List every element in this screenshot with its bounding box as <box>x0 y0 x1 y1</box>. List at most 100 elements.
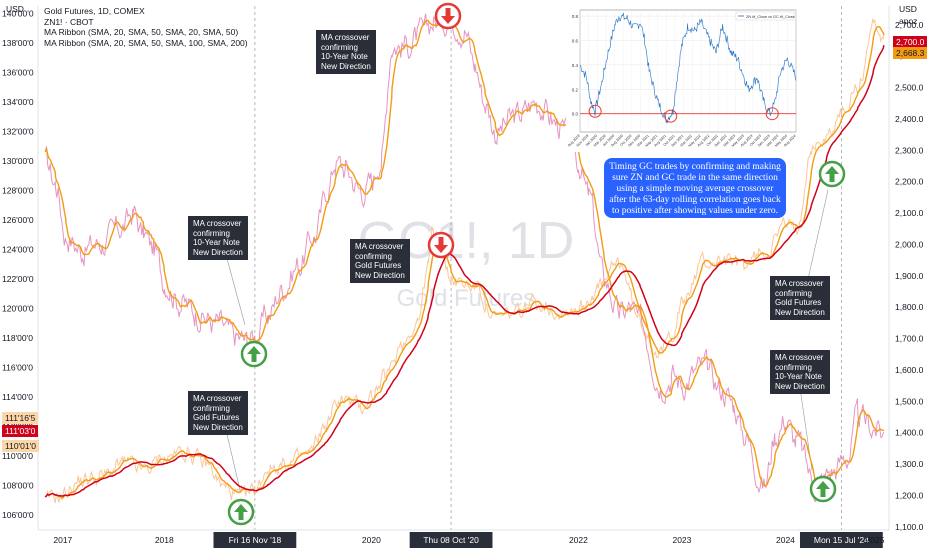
inset-y-tick: 0.4 <box>572 63 579 68</box>
left-tick-label: 136'00'0 <box>2 67 34 77</box>
inset-y-tick: 0.0 <box>572 112 579 117</box>
watermark-name: Gold Futures <box>397 285 536 312</box>
left-tick-label: 116'00'0 <box>2 363 33 373</box>
buy-arrow-icon-glyph <box>816 481 830 497</box>
x-tick-label: 2020 <box>362 535 381 545</box>
gc-last-tag: 2,668.3 <box>893 47 928 59</box>
inset-dip-circle <box>765 107 779 121</box>
inset-y-tick: 0.8 <box>572 14 579 19</box>
left-tick-label: 134'00'0 <box>2 97 34 107</box>
note-gc-2024: MA crossover confirming Gold Futures New… <box>770 276 830 320</box>
x-tick-label: 2023 <box>672 535 691 545</box>
right-tick-label: 1,600.0 <box>895 365 924 375</box>
left-tick-label: 126'00'0 <box>2 215 34 225</box>
inset-correlation-line <box>579 12 796 124</box>
left-tick-label: 130'00'0 <box>2 156 34 166</box>
right-tick-label: 1,200.0 <box>895 490 924 500</box>
left-currency: USD <box>6 4 24 14</box>
left-tick-label: 128'00'0 <box>2 186 34 196</box>
right-axis: 2,700.02,600.02,500.02,400.02,300.02,200… <box>888 6 924 532</box>
sell-arrow-icon <box>427 231 455 259</box>
sell-arrow-icon-glyph <box>434 237 448 253</box>
left-tick-label: 110'00'0 <box>2 451 33 461</box>
note-zn-2018: MA crossover confirming 10-Year Note New… <box>188 216 248 260</box>
x-highlight-label: Mon 15 Jul '24 <box>814 535 869 545</box>
gc-ma-orange <box>44 25 885 499</box>
note-leader-line <box>225 429 241 491</box>
right-tick-label: 2,300.0 <box>895 145 924 155</box>
right-tick-label: 2,200.0 <box>895 177 924 187</box>
legend-indicator-1[interactable]: MA Ribbon (SMA, 20, SMA, 50, SMA, 20, SM… <box>44 27 239 37</box>
gc-ma-red <box>44 45 885 498</box>
zn-price-line <box>44 6 885 503</box>
left-tick-label: 108'00'0 <box>2 481 34 491</box>
inset-dip-circle <box>588 104 602 118</box>
buy-arrow-icon-glyph <box>234 504 248 520</box>
x-highlight-label-bg <box>799 532 883 548</box>
zn-ma-tag: 111'03'0 <box>2 425 39 437</box>
note-leader-line <box>225 254 246 326</box>
legend-symbol-2[interactable]: ZN1! · CBOT <box>44 16 94 27</box>
zn-last-tag: 111'16'5 <box>2 412 39 424</box>
left-tick-label: 120'00'0 <box>2 304 34 314</box>
buy-arrow-icon-glyph <box>825 166 839 182</box>
x-highlight-label: Fri 16 Nov '18 <box>229 535 282 545</box>
x-highlight-label-bg <box>213 532 297 548</box>
note-zn-2024: MA crossover confirming 10-Year Note New… <box>770 350 830 394</box>
right-currency-sub: apoz <box>899 16 918 26</box>
right-tick-label: 1,900.0 <box>895 271 924 281</box>
x-tick-label: 2024 <box>776 535 795 545</box>
buy-arrow-icon <box>818 160 846 188</box>
description-box: Timing GC trades by confirming and makin… <box>604 158 786 218</box>
right-tick-label: 1,700.0 <box>895 334 924 344</box>
note-gc-2018: MA crossover confirming Gold Futures New… <box>188 391 248 435</box>
buy-arrow-icon <box>227 498 255 526</box>
gc-ma-tag: 2,700.0 <box>893 36 928 48</box>
legend-title[interactable]: Gold Futures, 1D, COMEX <box>44 6 145 16</box>
inset-legend-box <box>735 11 795 21</box>
right-tick-label: 1,500.0 <box>895 396 924 406</box>
x-axis: 2017 2018 Fri 16 Nov '18 2020 Thu 08 Oct '20… <box>38 529 889 548</box>
right-tick-label: 1,300.0 <box>895 459 924 469</box>
inset-y-tick: 0.2 <box>572 87 579 92</box>
right-tick-label: 2,100.0 <box>895 208 924 218</box>
markers <box>227 2 846 526</box>
left-tick-label: 138'00'0 <box>2 38 34 48</box>
note-gc-2020: MA crossover confirming Gold Futures New… <box>350 239 410 283</box>
buy-arrow-icon-glyph <box>247 346 261 362</box>
right-tick-label: 2,400.0 <box>895 114 924 124</box>
inset-legend-label: ZN #f_Close vs GC #f_Close <box>746 15 795 19</box>
left-tick-label: 140'00'0 <box>2 8 34 18</box>
x-tick-label: 2017 <box>53 535 72 545</box>
legend: Gold Futures, 1D, COMEX ZN1! · CBOT MA R… <box>44 6 248 48</box>
series-layer <box>44 6 885 504</box>
left-tick-label: 114'00'0 <box>2 392 33 402</box>
left-tick-label: 118'00'0 <box>2 333 33 343</box>
left-tick-label: 124'00'0 <box>2 245 34 255</box>
right-tick-label: 1,100.0 <box>895 522 924 532</box>
right-currency: USD <box>899 4 917 14</box>
x-highlight-label: Thu 08 Oct '20 <box>423 535 479 545</box>
x-tick-label: 2022 <box>569 535 588 545</box>
left-tick-label: 122'00'0 <box>2 274 34 284</box>
right-tick-label: 2,500.0 <box>895 83 924 93</box>
left-tick-label: 132'00'0 <box>2 126 34 136</box>
x-tick-label: 2025 <box>866 535 885 545</box>
left-tick-label: 106'00'0 <box>2 510 34 520</box>
x-tick-label: 2018 <box>155 535 174 545</box>
right-tick-label: 1,400.0 <box>895 428 924 438</box>
sell-arrow-icon <box>434 2 462 30</box>
right-tick-label: 2,700.0 <box>895 20 924 30</box>
x-highlight-label-bg <box>409 532 493 548</box>
zn-low-tag: 110'01'0 <box>2 440 39 452</box>
right-tick-label: 1,800.0 <box>895 302 924 312</box>
right-tick-label: 2,000.0 <box>895 239 924 249</box>
sell-arrow-icon-glyph <box>441 8 455 24</box>
note-zn-2020: MA crossover confirming 10-Year Note New… <box>316 30 376 74</box>
inset-dip-circle <box>664 109 678 123</box>
legend-indicator-2[interactable]: MA Ribbon (SMA, 20, SMA, 50, SMA, 100, S… <box>44 37 248 48</box>
zn-ma-orange <box>44 18 885 491</box>
inset-y-tick: 0.6 <box>572 39 579 44</box>
